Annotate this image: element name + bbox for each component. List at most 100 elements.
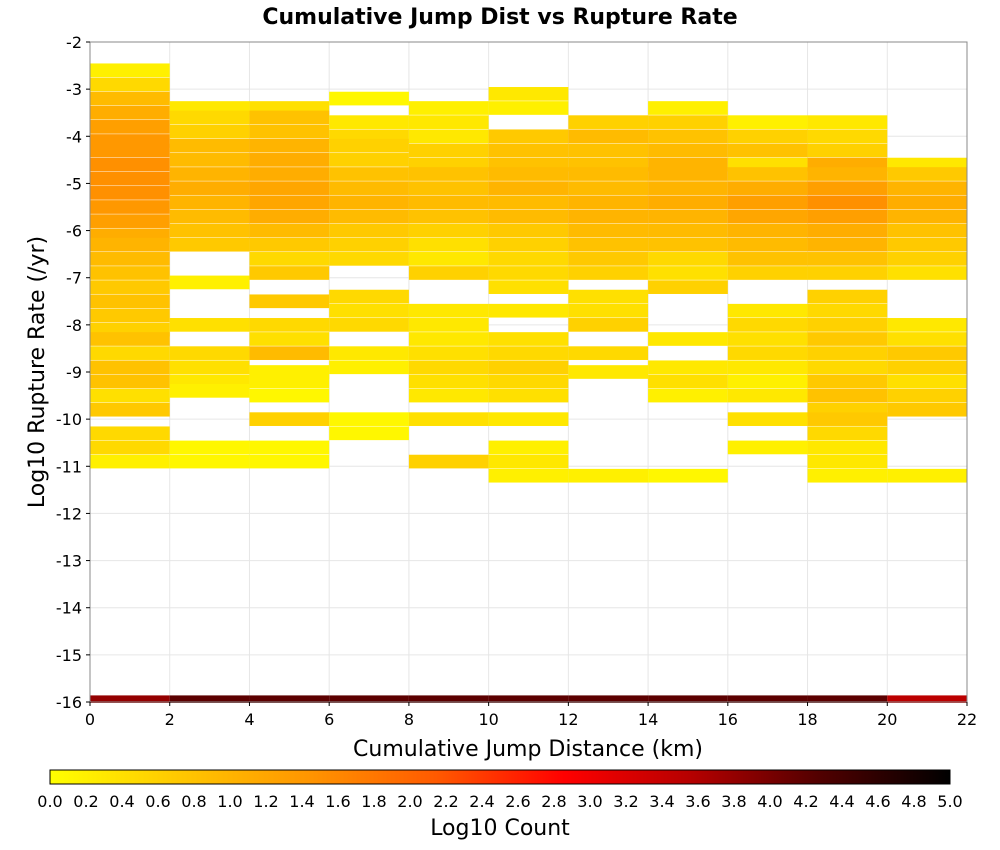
heatmap-cell <box>169 384 250 398</box>
heatmap-cell <box>807 426 888 441</box>
heatmap-cell <box>488 360 569 375</box>
heatmap-cell <box>90 214 170 228</box>
heatmap-cell <box>648 468 728 483</box>
y-tick-label: -3 <box>66 80 82 99</box>
heatmap-cell <box>408 252 489 266</box>
heatmap-cell <box>727 332 808 346</box>
heatmap-cell <box>648 115 728 129</box>
heatmap-cell <box>329 346 409 360</box>
heatmap-cell <box>329 209 409 224</box>
heatmap-cell <box>169 209 250 224</box>
colorbar-tick-label: 5.0 <box>937 792 962 811</box>
heatmap-cell <box>488 129 569 144</box>
heatmap-cell <box>807 195 888 210</box>
heatmap-cell <box>488 167 569 181</box>
heatmap-cell <box>727 181 808 195</box>
heatmap-cell <box>727 440 808 455</box>
heatmap-cell <box>169 195 250 210</box>
heatmap-cell <box>887 223 967 238</box>
heatmap-cell <box>249 195 330 210</box>
colorbar-tick-label: 3.8 <box>721 792 746 811</box>
heatmap-cell <box>648 332 728 346</box>
heatmap-cell <box>488 374 569 389</box>
heatmap-cell <box>568 143 649 158</box>
heatmap-cell <box>90 200 170 214</box>
heatmap-cell <box>329 695 409 703</box>
heatmap-cell <box>329 181 409 195</box>
heatmap-cell <box>727 388 808 403</box>
heatmap-cell <box>887 209 967 224</box>
colorbar <box>49 769 951 785</box>
y-tick-label: -2 <box>66 33 82 52</box>
heatmap-cell <box>807 454 888 469</box>
heatmap-cell <box>90 266 170 280</box>
x-tick-label: 10 <box>478 710 498 729</box>
heatmap-cell <box>249 294 330 309</box>
heatmap-cell <box>408 346 489 360</box>
heatmap-cell <box>648 195 728 210</box>
heatmap-cell <box>488 468 569 483</box>
colorbar-tick-label: 4.6 <box>865 792 890 811</box>
heatmap-cell <box>329 360 409 375</box>
colorbar-tick-label: 4.8 <box>901 792 926 811</box>
heatmap-cell <box>648 129 728 144</box>
heatmap-cell <box>648 143 728 158</box>
heatmap-cell <box>807 318 888 332</box>
heatmap-cell <box>249 388 330 403</box>
y-tick-label: -5 <box>66 174 82 193</box>
colorbar-tick-label: 3.6 <box>685 792 710 811</box>
heatmap-cell <box>488 181 569 195</box>
x-tick-label: 14 <box>638 710 658 729</box>
heatmap-cell <box>488 195 569 210</box>
heatmap-cell <box>249 266 330 280</box>
x-tick-label: 2 <box>165 710 175 729</box>
y-axis-label: Log10 Rupture Rate (/yr) <box>25 236 50 508</box>
heatmap-cell <box>169 110 250 125</box>
heatmap-cell <box>648 181 728 195</box>
heatmap-cell <box>727 252 808 266</box>
heatmap-cell <box>169 440 250 455</box>
heatmap-cell <box>408 454 489 469</box>
heatmap-cell <box>408 318 489 332</box>
heatmap-cell <box>249 167 330 181</box>
heatmap-cell <box>488 346 569 360</box>
heatmap-cell <box>568 115 649 129</box>
heatmap-cell <box>169 223 250 238</box>
heatmap-cell <box>408 266 489 280</box>
heatmap-cell <box>887 374 967 389</box>
heatmap-cell <box>249 237 330 252</box>
heatmap-cell <box>727 237 808 252</box>
heatmap-cell <box>329 115 409 129</box>
x-tick-label: 20 <box>877 710 897 729</box>
heatmap-cell <box>887 195 967 210</box>
heatmap-cell <box>169 318 250 332</box>
y-tick-label: -15 <box>56 646 82 665</box>
heatmap-cell <box>727 412 808 426</box>
x-tick-label: 4 <box>244 710 254 729</box>
colorbar-tick-label: 2.0 <box>397 792 422 811</box>
heatmap-cell <box>807 360 888 375</box>
heatmap-cell <box>249 318 330 332</box>
heatmap-cell <box>408 303 489 318</box>
heatmap-cell <box>90 157 170 172</box>
heatmap-cell <box>648 695 728 703</box>
heatmap-cell <box>249 124 330 139</box>
colorbar-tick-label: 2.4 <box>469 792 494 811</box>
heatmap-cell <box>488 237 569 252</box>
chart-title: Cumulative Jump Dist vs Rupture Rate <box>262 5 737 30</box>
heatmap-cell <box>169 138 250 153</box>
heatmap-cell <box>408 360 489 375</box>
heatmap-cell <box>169 237 250 252</box>
heatmap-cell <box>727 143 808 158</box>
heatmap-cell <box>568 695 649 703</box>
y-tick-label: -16 <box>56 693 82 712</box>
colorbar-tick-label: 0.6 <box>145 792 170 811</box>
x-tick-label: 6 <box>324 710 334 729</box>
heatmap-cell <box>488 388 569 403</box>
heatmap-cell <box>568 346 649 360</box>
heatmap-cell <box>169 275 250 290</box>
heatmap-cell <box>568 223 649 238</box>
heatmap-cell <box>648 237 728 252</box>
heatmap-cell <box>90 171 170 186</box>
colorbar-tick-label: 1.6 <box>325 792 350 811</box>
